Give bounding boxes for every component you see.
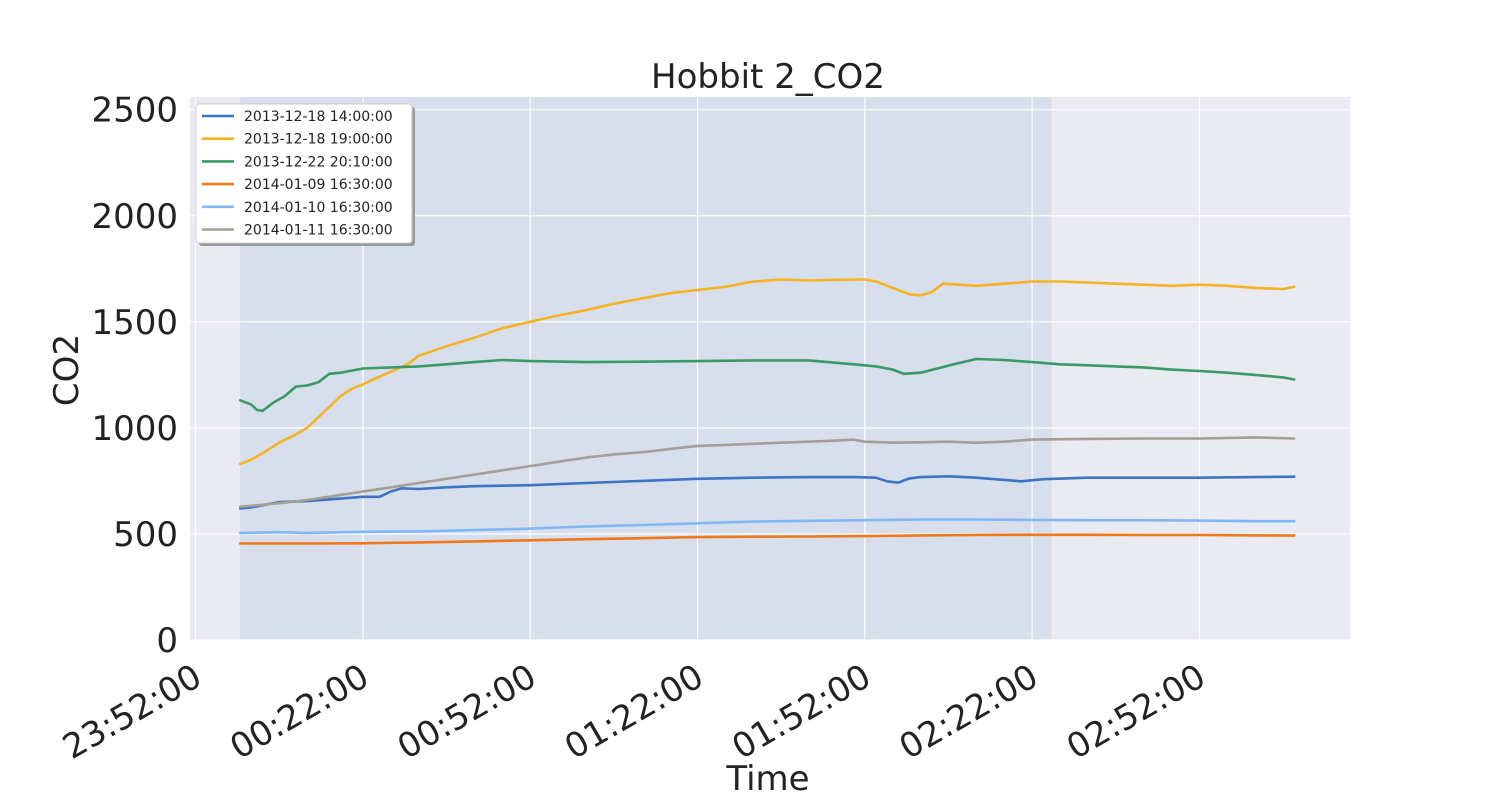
x-tick-labels: 23:52:00 00:22:00 00:52:00 01:22:00 01:52:00… (56, 657, 1212, 768)
legend-label: 2014-01-09 16:30:00 (244, 177, 393, 193)
y-tick-label: 2500 (91, 91, 178, 131)
x-tick-label: 23:52:00 (56, 657, 208, 768)
legend-label: 2013-12-18 14:00:00 (244, 109, 393, 125)
x-tick-label: 00:22:00 (224, 657, 376, 768)
series-line-4 (238, 533, 1296, 545)
series-line-5 (238, 518, 1296, 535)
legend: 2013-12-18 14:00:00 2013-12-18 19:00:00 20… (195, 103, 415, 246)
series-line-2 (238, 278, 1296, 466)
x-tick-label: 02:52:00 (1060, 657, 1212, 768)
legend-label: 2013-12-18 19:00:00 (244, 132, 393, 148)
y-tick-label: 2000 (91, 197, 178, 237)
series-line-1 (238, 475, 1296, 510)
y-tick-label: 1000 (91, 409, 178, 449)
y-tick-label: 0 (156, 621, 178, 661)
series-lines (238, 278, 1296, 545)
y-tick-label: 1500 (91, 303, 178, 343)
x-tick-label: 01:52:00 (725, 657, 877, 768)
y-tick-labels: 0 500 1000 1500 2000 2500 (91, 91, 178, 661)
legend-label: 2014-01-11 16:30:00 (244, 223, 393, 239)
series-line-6 (238, 436, 1296, 509)
legend-label: 2013-12-22 20:10:00 (244, 154, 393, 170)
series-line-3 (238, 357, 1296, 413)
x-tick-label: 00:52:00 (391, 657, 543, 768)
y-axis-label: CO2 (47, 334, 87, 406)
x-tick-label: 02:22:00 (893, 657, 1045, 768)
x-axis-label: Time (725, 759, 809, 799)
chart-title: Hobbit 2_CO2 (651, 57, 885, 97)
legend-label: 2014-01-10 16:30:00 (244, 200, 393, 216)
x-tick-label: 01:22:00 (558, 657, 710, 768)
y-tick-label: 500 (113, 515, 178, 555)
legend-box (195, 103, 413, 244)
